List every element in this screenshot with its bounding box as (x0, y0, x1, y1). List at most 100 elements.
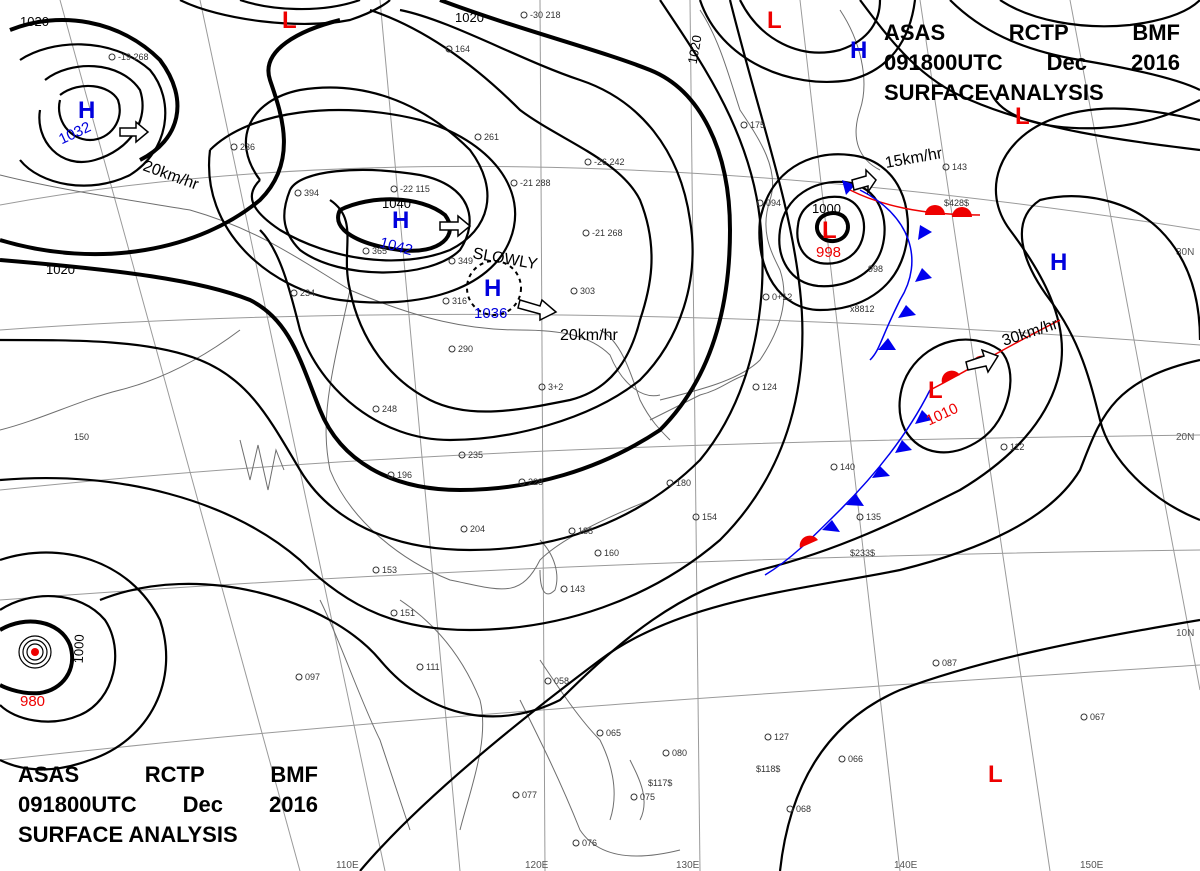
station-report: 097 (305, 672, 320, 682)
station-report: 087 (942, 658, 957, 668)
lat-label-20n: 20N (1176, 432, 1194, 443)
station-report: 140 (840, 462, 855, 472)
station-report: 196 (397, 470, 412, 480)
title-product: ASAS (884, 20, 946, 45)
lon-label-150e: 150E (1080, 860, 1104, 871)
station-report: 068 (796, 804, 811, 814)
station-report: 365 (372, 246, 387, 256)
low-pressure-center: L (282, 7, 297, 34)
title-month: Dec (1046, 50, 1088, 75)
station-report: 290 (458, 344, 473, 354)
arrow-right-icon (965, 348, 1000, 374)
high-pressure-center: H (78, 97, 95, 124)
station-report: 261 (484, 132, 499, 142)
station-report: 124 (762, 382, 777, 392)
station-report: 228 (528, 477, 543, 487)
station-report: 077 (522, 790, 537, 800)
lon-label-110e: 110E (336, 860, 359, 871)
station-report: 236 (240, 142, 255, 152)
station-report: 075 (640, 792, 655, 802)
station-report: 188 (578, 526, 593, 536)
station-report: -21 268 (592, 228, 623, 238)
isobar-label: 1020 (46, 262, 75, 277)
station-plots: -19 268 -30 218 164 261 -26 242 175 -22 … (74, 10, 1105, 848)
low-pressure-center: L (767, 7, 782, 34)
station-report: $233$ (850, 548, 875, 558)
station-report: 160 (604, 548, 619, 558)
isobar-label: 1000 (812, 201, 841, 216)
title-year: 2016 (269, 792, 318, 817)
station-report: $118$ (756, 764, 780, 774)
isobar-label: 1040 (382, 196, 411, 211)
station-report: -21 288 (520, 178, 551, 188)
pressure-value: 1010 (923, 400, 960, 430)
arrow-right-icon (517, 298, 558, 322)
station-report: 076 (582, 838, 597, 848)
high-pressure-center: H (850, 37, 867, 64)
title-subtitle: SURFACE ANALYSIS (884, 80, 1104, 105)
motion-label: 20km/hr (141, 158, 202, 194)
station-report: -22 115 (400, 184, 430, 194)
low-pressure-center: L (1015, 103, 1030, 130)
isobar-label: 1000 (71, 634, 87, 663)
lon-label-120e: 120E (525, 860, 549, 871)
title-year: 2016 (1131, 50, 1180, 75)
motion-label: 30km/hr (1000, 316, 1061, 350)
low-pressure-center: L (988, 761, 1003, 788)
station-report: 0+12 (772, 292, 792, 302)
station-report: $428$ (944, 198, 969, 208)
station-report: 303 (580, 286, 595, 296)
station-report: 065 (606, 728, 621, 738)
title-time: 091800UTC (884, 50, 1003, 75)
high-pressure-center: H (1050, 249, 1067, 276)
station-report: 204 (470, 524, 485, 534)
lon-label-140e: 140E (894, 860, 918, 871)
station-report: 164 (455, 44, 470, 54)
isobar-label: 1020 (685, 34, 705, 65)
station-report: 234 (300, 288, 315, 298)
title-month: Dec (182, 792, 224, 817)
station-report: 058 (554, 676, 569, 686)
title-code: BMF (270, 762, 318, 787)
station-report: $117$ (648, 778, 672, 788)
station-report: 3+2 (548, 382, 563, 392)
isobar-label: 1020 (20, 14, 49, 29)
cold-front (764, 389, 931, 576)
arrow-right-icon (119, 120, 150, 144)
title-product: ASAS (18, 762, 80, 787)
station-report: 316 (452, 296, 467, 306)
lon-label-130e: 130E (676, 860, 700, 871)
title-subtitle: SURFACE ANALYSIS (18, 822, 238, 847)
pressure-value: 998 (816, 244, 841, 261)
high-pressure-center: H (484, 275, 501, 302)
arrow-right-icon (439, 214, 472, 238)
station-report: 127 (774, 732, 789, 742)
low-pressure-center: L (822, 217, 837, 244)
station-report: -26 242 (594, 157, 625, 167)
isobar-label: 1020 (455, 10, 484, 25)
station-report: 143 (570, 584, 585, 594)
pressure-value: 1036 (474, 305, 507, 322)
station-report: 112 (1010, 442, 1024, 452)
station-report: -19 268 (118, 52, 149, 62)
station-report: 998 (868, 264, 883, 274)
low-pressure-center: L (928, 377, 943, 404)
title-station: RCTP (1008, 20, 1069, 45)
station-report: 066 (848, 754, 863, 764)
station-report: 394 (304, 188, 319, 198)
lat-label-30n: 30N (1176, 247, 1194, 258)
title-time: 091800UTC (18, 792, 137, 817)
station-report: 235 (468, 450, 483, 460)
station-report: 094 (766, 198, 781, 208)
motion-label: 20km/hr (560, 327, 618, 344)
arrow-right-icon (851, 168, 877, 195)
station-report: 154 (702, 512, 717, 522)
station-report: 150 (74, 432, 89, 442)
title-station: RCTP (144, 762, 205, 787)
station-report: 175 (750, 120, 765, 130)
station-report: 080 (672, 748, 687, 758)
station-report: 349 (458, 256, 473, 266)
